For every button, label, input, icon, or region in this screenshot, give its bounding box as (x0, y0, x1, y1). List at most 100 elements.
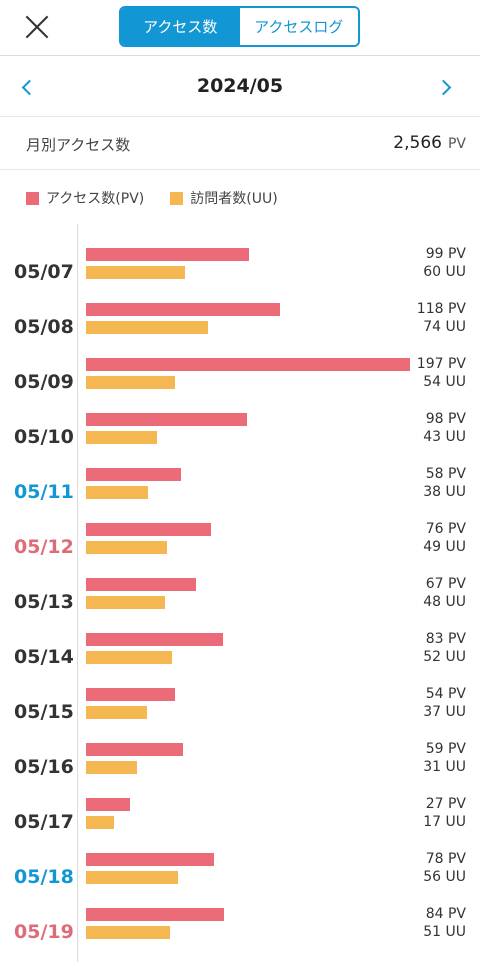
uu-value-label: 54 UU (423, 374, 466, 390)
uu-bar (86, 431, 157, 444)
chart-row: 05/09 197 PV 54 UU (0, 356, 480, 413)
date-label: 05/15 (14, 701, 74, 723)
close-icon[interactable] (22, 12, 52, 42)
date-label: 05/17 (14, 811, 74, 833)
legend-pv: アクセス数(PV) (26, 188, 144, 208)
date-label: 05/13 (14, 591, 74, 613)
date-label: 05/14 (14, 646, 74, 668)
summary-number: 2,566 (393, 133, 442, 153)
legend-pv-swatch (26, 191, 39, 205)
chart-row: 05/11 58 PV 38 UU (0, 466, 480, 523)
summary-unit: PV (447, 136, 466, 152)
date-label: 05/16 (14, 756, 74, 778)
date-label: 05/09 (14, 371, 74, 393)
legend-uu: 訪問者数(UU) (170, 188, 278, 208)
pv-value-label: 76 PV (425, 521, 466, 537)
uu-value-label: 56 UU (423, 869, 466, 885)
pv-value-label: 118 PV (416, 301, 466, 317)
date-label: 05/11 (14, 481, 74, 503)
uu-bar (86, 761, 137, 774)
chart-row: 05/19 84 PV 51 UU (0, 906, 480, 963)
uu-bar (86, 321, 208, 334)
chart-row: 05/15 54 PV 37 UU (0, 686, 480, 743)
tab-access-log[interactable]: アクセスログ (239, 8, 358, 45)
pv-value-label: 98 PV (425, 411, 466, 427)
pv-bar (86, 303, 280, 316)
pv-value-label: 67 PV (425, 576, 466, 592)
uu-value-label: 38 UU (423, 484, 466, 500)
uu-bar (86, 376, 175, 389)
uu-bar (86, 706, 147, 719)
uu-value-label: 51 UU (423, 924, 466, 940)
pv-value-label: 58 PV (425, 466, 466, 482)
chart-row: 05/18 78 PV 56 UU (0, 851, 480, 908)
uu-value-label: 31 UU (423, 759, 466, 775)
pv-bar (86, 248, 249, 261)
pv-bar (86, 523, 211, 536)
uu-value-label: 43 UU (423, 429, 466, 445)
pv-bar (86, 743, 183, 756)
pv-value-label: 27 PV (425, 796, 466, 812)
legend-uu-swatch (170, 191, 184, 205)
pv-value-label: 84 PV (425, 906, 466, 922)
pv-value-label: 54 PV (425, 686, 466, 702)
pv-value-label: 83 PV (425, 631, 466, 647)
pv-bar (86, 413, 247, 426)
month-title: 2024/05 (196, 75, 284, 97)
pv-bar (86, 358, 410, 371)
chart-row: 05/14 83 PV 52 UU (0, 631, 480, 688)
chart-row: 05/08 118 PV 74 UU (0, 301, 480, 358)
pv-bar (86, 798, 130, 811)
pv-value-label: 99 PV (425, 246, 466, 262)
date-label: 05/19 (14, 921, 74, 943)
uu-bar (86, 926, 170, 939)
month-navigator: 2024/05 (0, 57, 480, 117)
pv-bar (86, 908, 224, 921)
uu-bar (86, 266, 185, 279)
pv-bar (86, 633, 223, 646)
monthly-summary: 月別アクセス数 2,566 PV (0, 118, 480, 170)
pv-bar (86, 853, 214, 866)
uu-value-label: 60 UU (423, 264, 466, 280)
uu-bar (86, 486, 148, 499)
date-label: 05/08 (14, 316, 74, 338)
chart-row: 05/10 98 PV 43 UU (0, 411, 480, 468)
chart-row: 05/16 59 PV 31 UU (0, 741, 480, 798)
uu-bar (86, 871, 178, 884)
chart-axis (77, 224, 78, 962)
uu-bar (86, 816, 114, 829)
uu-bar (86, 596, 165, 609)
next-month-icon[interactable] (436, 77, 456, 97)
pv-bar (86, 578, 196, 591)
uu-value-label: 48 UU (423, 594, 466, 610)
uu-bar (86, 541, 167, 554)
top-bar: アクセス数 アクセスログ (0, 0, 480, 56)
daily-access-chart: 05/07 99 PV 60 UU 05/08 118 PV 74 UU 05/09 197 … (0, 224, 480, 962)
chart-row: 05/13 67 PV 48 UU (0, 576, 480, 633)
date-label: 05/18 (14, 866, 74, 888)
chart-row: 05/17 27 PV 17 UU (0, 796, 480, 853)
pv-value-label: 197 PV (416, 356, 466, 372)
date-label: 05/07 (14, 261, 74, 283)
date-label: 05/12 (14, 536, 74, 558)
tab-access-count[interactable]: アクセス数 (121, 8, 240, 45)
pv-bar (86, 688, 175, 701)
uu-value-label: 74 UU (423, 319, 466, 335)
legend-pv-label: アクセス数(PV) (46, 191, 145, 207)
uu-bar (86, 651, 172, 664)
view-tabs: アクセス数 アクセスログ (119, 6, 360, 47)
date-label: 05/10 (14, 426, 74, 448)
summary-label: 月別アクセス数 (26, 136, 131, 154)
uu-value-label: 52 UU (423, 649, 466, 665)
uu-value-label: 17 UU (423, 814, 466, 830)
chart-legend: アクセス数(PV) 訪問者数(UU) (26, 188, 304, 208)
pv-value-label: 59 PV (425, 741, 466, 757)
uu-value-label: 37 UU (423, 704, 466, 720)
pv-value-label: 78 PV (425, 851, 466, 867)
legend-uu-label: 訪問者数(UU) (190, 191, 278, 207)
uu-value-label: 49 UU (423, 539, 466, 555)
pv-bar (86, 468, 181, 481)
chart-row: 05/12 76 PV 49 UU (0, 521, 480, 578)
summary-value: 2,566 PV (393, 133, 466, 153)
chart-row: 05/07 99 PV 60 UU (0, 246, 480, 303)
